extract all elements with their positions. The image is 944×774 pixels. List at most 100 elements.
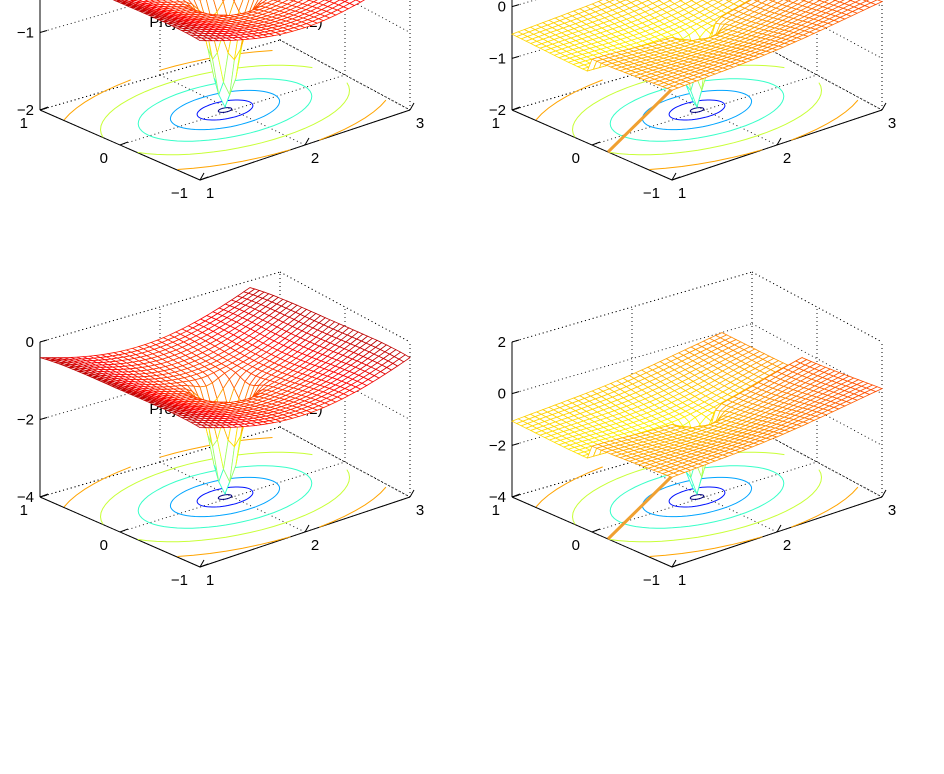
z-tick [39,494,48,498]
surface-patch [870,386,884,392]
x-tick-label: 3 [888,502,896,519]
y-tick-label: −1 [171,572,188,589]
grid-floor-y [591,74,818,146]
y-tick-label: 1 [492,115,500,132]
x-tick [881,489,887,498]
z-tick [511,107,520,111]
z-tick [39,107,48,111]
contour-line [99,451,351,543]
x-tick [304,137,310,146]
z-tick [511,391,520,395]
x-tick [409,102,415,111]
surface-mesh [511,332,884,496]
x-tick-label: 3 [416,502,424,519]
z-tick-label: −2 [489,102,506,119]
x-tick [671,172,677,181]
grid-z [511,271,753,343]
z-tick [511,494,520,498]
grid-floor-x [159,74,306,146]
y-tick-label: 0 [572,537,580,554]
z-tick-label: −4 [489,489,506,506]
z-tick-label: 2 [498,334,506,351]
z-tick-label: −1 [17,25,34,42]
z-tick-label: 0 [26,334,34,351]
z-tick [39,30,48,33]
contour-line [217,494,233,500]
y-tick-label: −1 [643,185,660,202]
x-tick [409,489,415,498]
surface-patch [324,0,333,2]
y-tick [199,176,209,181]
surface-patch [348,0,362,6]
contour-line [571,64,823,156]
contour-line [689,494,705,500]
z-tick-label: −2 [17,412,34,429]
grid-z [751,271,883,343]
grid-z [39,271,281,343]
z-tick [511,339,520,343]
y-tick-label: 1 [20,502,28,519]
y-tick [591,528,601,533]
surface-patch [834,0,845,3]
x-tick-label: 2 [311,150,319,167]
x-tick [776,524,782,533]
y-tick [119,528,129,533]
y-tick-label: 0 [100,150,108,167]
y-tick [199,563,209,568]
grid-z [279,39,411,111]
surface-patch [818,0,830,3]
grid-floor-x [751,39,883,111]
surface-patch [713,0,724,3]
y-tick-label: 0 [572,150,580,167]
x-tick [671,559,677,568]
y-tick-label: −1 [171,185,188,202]
grid-floor-y [591,461,818,533]
z-tick-label: −2 [17,102,34,119]
z-tick-label: 0 [498,386,506,403]
x-tick [304,524,310,533]
y-tick-label: 1 [20,115,28,132]
surface-patch [870,0,884,5]
grid-floor-x [159,461,306,533]
z-tick [39,417,48,420]
y-tick-label: 1 [492,502,500,519]
x-tick-label: 1 [678,572,686,589]
grid-floor-y [119,74,346,146]
surface-patch [398,354,411,363]
surface-mesh [511,0,884,109]
x-tick-label: 2 [783,537,791,554]
x-tick-label: 2 [783,150,791,167]
surface-patch [272,0,282,2]
y-tick [119,141,129,146]
z-tick-label: −1 [489,50,506,67]
contour-line [99,64,351,156]
contour-line [217,107,233,113]
x-tick [199,172,205,181]
surface-mesh [39,287,411,496]
y-tick-label: −1 [643,572,660,589]
y-tick [671,176,681,181]
contour-line [689,107,705,113]
y-tick [671,563,681,568]
surface-mesh [112,0,366,109]
grid-z [279,426,411,498]
grid-floor-x [279,426,411,498]
x-tick-label: 1 [678,185,686,202]
z-tick-label: 0 [498,0,506,16]
x-tick [199,559,205,568]
y-tick-label: 0 [100,537,108,554]
x-tick [776,137,782,146]
x-tick [881,102,887,111]
z-tick [511,55,520,59]
surface-patch [340,0,349,2]
grid-z [751,323,883,395]
z-tick [39,339,48,343]
x-tick-label: 1 [206,572,214,589]
